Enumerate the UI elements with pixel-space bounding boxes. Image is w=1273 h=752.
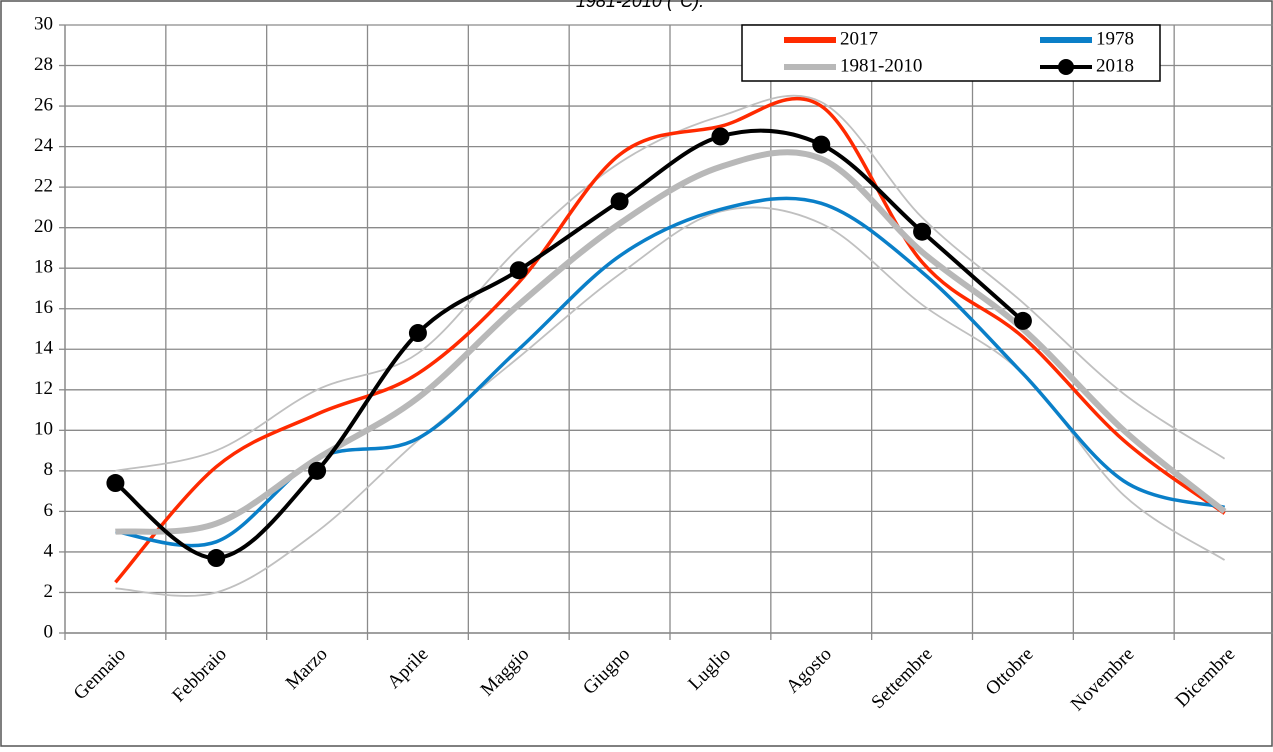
- legend: 2017 1978 1981-2010 2018: [741, 24, 1161, 82]
- point-marker: [913, 222, 932, 241]
- legend-marker: [1058, 59, 1074, 75]
- legend-label: 2017: [840, 28, 878, 49]
- series-line: [114, 96, 1226, 584]
- point-marker: [308, 461, 327, 480]
- point-marker: [812, 135, 831, 154]
- y-tick-label: 4: [44, 540, 54, 561]
- point-marker: [509, 261, 528, 280]
- y-tick-label: 14: [34, 338, 54, 359]
- series-line: [115, 149, 1227, 535]
- y-tick-label: 24: [34, 135, 54, 156]
- point-marker: [610, 192, 629, 211]
- y-tick-label: 16: [34, 297, 53, 318]
- legend-label: 2018: [1096, 55, 1134, 76]
- legend-label: 1978: [1096, 28, 1134, 49]
- y-tick-label: 2: [44, 581, 54, 602]
- point-marker: [207, 549, 226, 568]
- point-marker: [408, 324, 427, 343]
- series-line: [114, 128, 1025, 561]
- y-tick-label: 22: [34, 175, 53, 196]
- point-marker: [106, 474, 125, 493]
- y-tick-label: 18: [34, 257, 53, 278]
- y-tick-label: 0: [44, 621, 54, 642]
- y-tick-label: 28: [34, 54, 53, 75]
- point-marker: [1013, 311, 1032, 330]
- legend-label: 1981-2010: [840, 55, 922, 76]
- point-marker: [711, 127, 730, 146]
- y-tick-label: 6: [44, 500, 54, 521]
- y-tick-label: 8: [44, 459, 54, 480]
- y-tick-label: 12: [34, 378, 53, 399]
- legend-box: [741, 24, 1161, 82]
- chart-title: 1981-2010 (°C).: [576, 0, 704, 11]
- y-tick-label: 30: [34, 13, 53, 34]
- y-tick-label: 10: [34, 419, 53, 440]
- y-tick-label: 26: [34, 94, 53, 115]
- y-tick-label: 20: [34, 216, 53, 237]
